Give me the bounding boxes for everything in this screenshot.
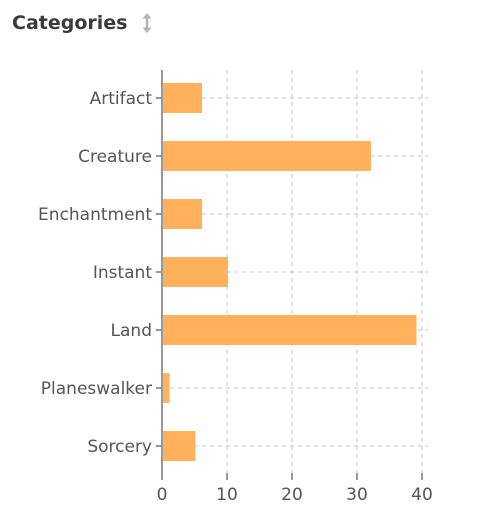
bar-planeswalker[interactable]	[163, 373, 170, 403]
x-tick-label-0: 0	[157, 485, 168, 505]
y-tick-label-artifact: Artifact	[90, 89, 153, 109]
panel-title: Categories	[12, 12, 128, 34]
bar-land[interactable]	[163, 315, 417, 345]
bar-instant[interactable]	[163, 257, 228, 287]
bar-enchantment[interactable]	[163, 199, 202, 229]
sort-vertical-arrows-icon[interactable]	[141, 12, 153, 34]
y-tick-label-enchantment: Enchantment	[38, 205, 152, 225]
y-tick-label-sorcery: Sorcery	[87, 437, 152, 457]
x-tick-label-40: 40	[411, 485, 433, 505]
y-tick-label-planeswalker: Planeswalker	[41, 379, 152, 399]
bar-creature[interactable]	[163, 141, 371, 171]
tick-labels: Artifact Creature Enchantment Instant Land Pl…	[38, 89, 433, 505]
y-tick-label-instant: Instant	[93, 263, 153, 283]
y-tick-label-land: Land	[111, 321, 152, 341]
x-tick-label-30: 30	[346, 485, 368, 505]
x-tick-label-20: 20	[281, 485, 303, 505]
panel-header: Categories	[12, 8, 153, 38]
bar-sorcery[interactable]	[163, 431, 196, 461]
x-tick-label-10: 10	[216, 485, 238, 505]
y-tick-label-creature: Creature	[78, 147, 152, 167]
bar-artifact[interactable]	[163, 83, 202, 113]
axes	[156, 70, 423, 480]
bars	[163, 83, 417, 461]
